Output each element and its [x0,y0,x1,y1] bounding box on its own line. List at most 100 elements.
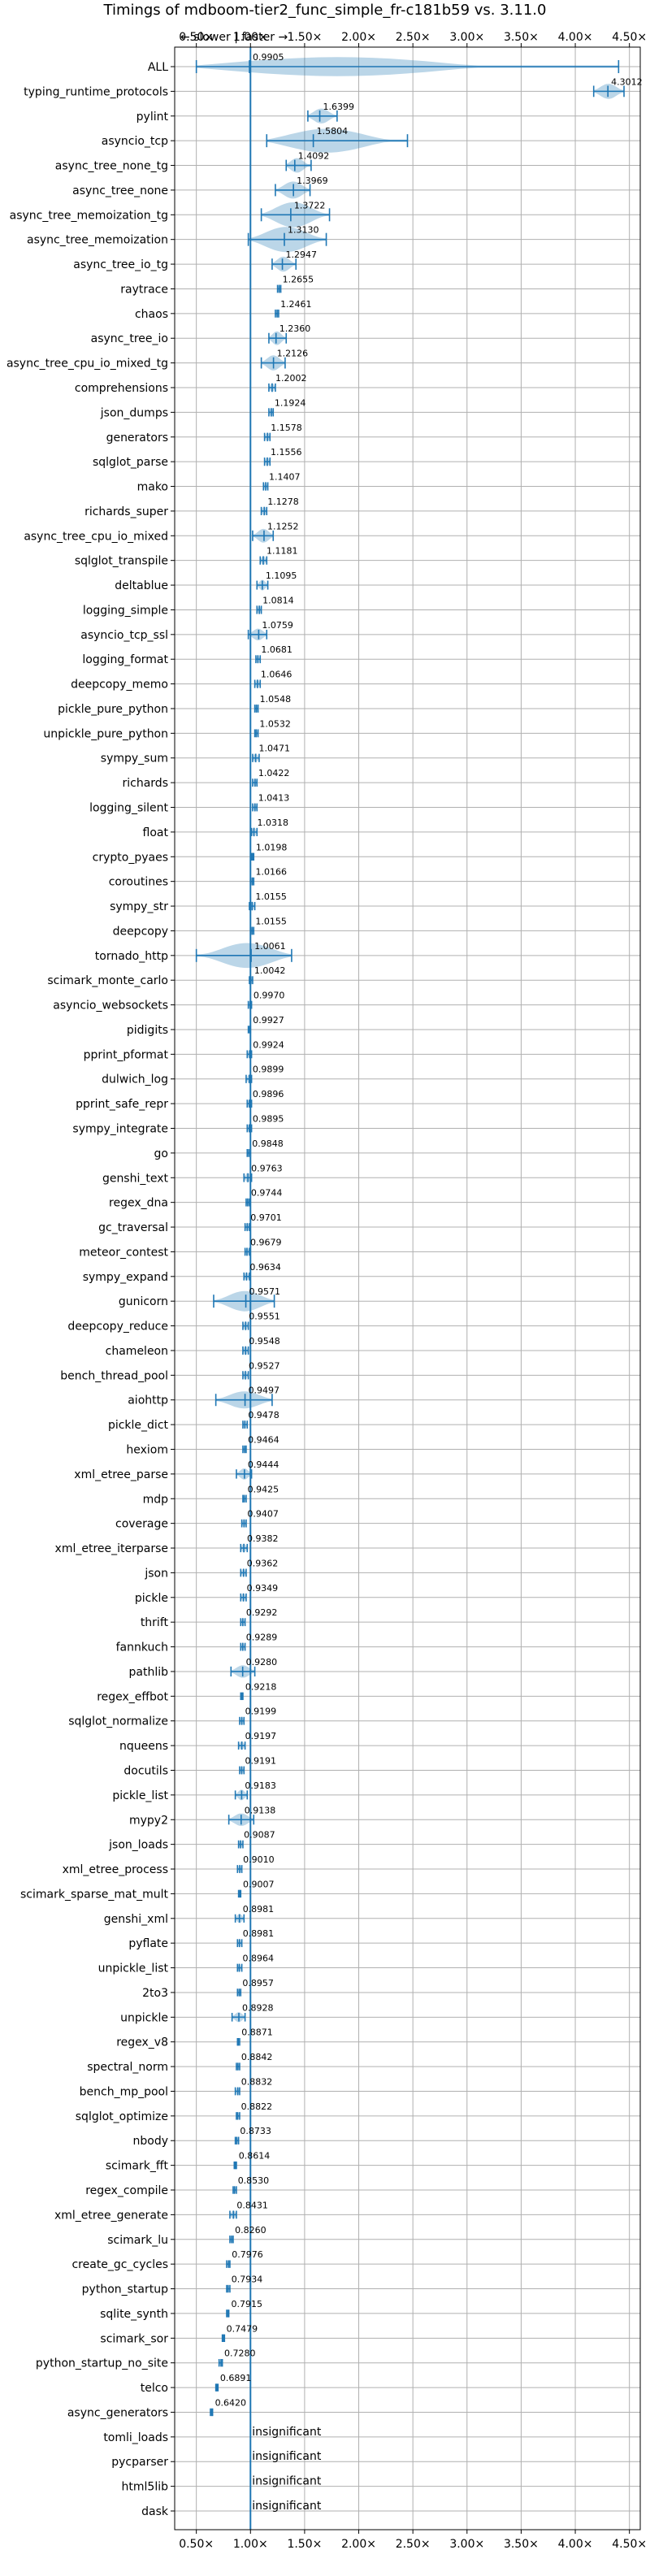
category-label: html5lib [122,2481,169,2494]
value-label: 0.6891 [220,2373,252,2383]
category-label: meteor_contest [79,1246,168,1259]
category-label: crypto_pyaes [93,851,168,864]
category-label: tomli_loads [103,2431,168,2444]
value-label: 0.9701 [250,1212,282,1223]
category-label: sqlglot_optimize [76,2110,168,2123]
value-label: 0.9899 [253,1065,284,1075]
category-label: xml_etree_process [63,1863,168,1876]
category-label: logging_format [82,653,168,666]
category-label: telco [141,2382,168,2395]
value-label: 0.9087 [244,1830,275,1841]
category-label: scimark_sparse_mat_mult [20,1888,168,1901]
value-label: 1.0646 [261,670,292,680]
category-label: xml_etree_generate [54,2209,168,2222]
category-label: comprehensions [75,382,168,395]
value-label: 0.8928 [242,2002,274,2013]
category-label: chaos [135,308,168,321]
category-label: pickle_list [112,1789,168,1802]
category-label: sqlglot_parse [93,456,168,469]
value-label: 0.9362 [247,1558,279,1568]
category-label: deepcopy_memo [71,679,168,692]
x-tick-label-top: 3.50× [504,31,539,44]
category-label: asyncio_tcp [102,135,168,148]
category-label: create_gc_cycles [72,2258,168,2271]
value-label: 0.9349 [247,1583,279,1594]
category-label: genshi_xml [104,1913,168,1926]
category-label: async_tree_none_tg [55,160,168,173]
value-label: 0.9407 [247,1509,279,1520]
value-label: 1.0166 [255,867,287,878]
value-label: 0.9905 [253,52,284,63]
x-tick-label-bottom: 4.00× [558,2538,593,2551]
category-label: chameleon [106,1345,168,1358]
category-label: pprint_pformat [84,1048,169,1061]
value-label: 1.2002 [275,373,307,384]
x-tick-label-bottom: 1.00× [233,2538,268,2551]
x-axis-bottom: 0.50× 1.00× 1.50× 2.00× 2.50× 3.00× 3.50× 4.00×… [179,2530,647,2551]
value-label: 1.0759 [262,620,293,631]
category-label: gc_traversal [98,1221,168,1234]
value-label: 0.9183 [245,1780,276,1791]
category-label: pidigits [127,1024,168,1037]
value-label: 1.2360 [280,323,311,334]
value-label: 0.9382 [247,1533,279,1544]
category-label: python_startup_no_site [36,2357,168,2370]
category-label: python_startup [82,2283,168,2296]
value-label: 1.2461 [280,299,312,310]
value-label: 0.9744 [251,1188,283,1199]
x-tick-label-bottom: 0.50× [179,2538,214,2551]
value-label: 0.8981 [243,1904,275,1915]
value-label: 1.0422 [258,768,290,778]
value-label: 0.9551 [249,1312,280,1322]
category-label: pyflate [128,1937,168,1950]
value-label: 0.8981 [243,1928,275,1939]
category-label: pickle_dict [108,1419,169,1432]
x-tick-label-top: 2.00× [341,31,376,44]
category-label: scimark_monte_carlo [47,974,168,987]
value-label: 0.7976 [232,2249,263,2260]
x-tick-label-top: 2.50× [396,31,431,44]
category-label: scimark_lu [107,2234,168,2247]
category-label: asyncio_websockets [53,1000,168,1013]
category-label: nqueens [119,1740,168,1753]
value-label: 1.0413 [258,793,290,804]
value-label: 0.9218 [245,1681,277,1692]
value-label: 0.9571 [249,1286,281,1297]
category-label: logging_simple [83,604,168,617]
category-label: aiohttp [128,1394,168,1407]
value-label: 1.1278 [267,497,299,507]
category-label: bench_thread_pool [60,1369,168,1382]
value-label: 1.3969 [297,176,328,186]
category-label: scimark_fft [106,2160,169,2173]
value-label: 0.9478 [248,1410,280,1420]
category-label: hexiom [126,1443,168,1456]
category-label: pylint [136,111,169,124]
value-label: 0.9289 [246,1633,278,1643]
category-label: 2to3 [142,1987,168,2000]
category-label: spectral_norm [87,2061,168,2074]
value-label: 0.9679 [250,1237,282,1247]
category-label: regex_v8 [116,2036,168,2049]
value-label: 1.0814 [262,595,294,605]
insignificant-label: insignificant [252,2500,322,2513]
category-label: async_tree_cpu_io_mixed_tg [6,358,168,371]
category-label: ALL [148,61,168,74]
value-label: 0.9970 [254,991,285,1001]
value-label: 0.9548 [249,1336,280,1347]
direction-note: ← slower | faster → [180,31,288,44]
value-label: 0.9895 [253,1114,284,1125]
category-label: deepcopy_reduce [67,1321,168,1334]
value-label: 1.1924 [275,397,306,408]
category-label: unpickle [120,2011,168,2024]
category-label: json [144,1567,168,1580]
value-label: 1.3130 [288,225,319,236]
category-label: genshi_text [102,1172,169,1185]
category-label: deepcopy [113,925,168,938]
value-label: 1.2126 [277,349,309,359]
category-label: dask [141,2505,169,2518]
value-label: 0.7479 [227,2323,258,2334]
value-label: 0.9007 [243,1879,275,1889]
value-label: 0.8957 [242,1978,274,1988]
value-label: 0.8260 [235,2225,266,2236]
